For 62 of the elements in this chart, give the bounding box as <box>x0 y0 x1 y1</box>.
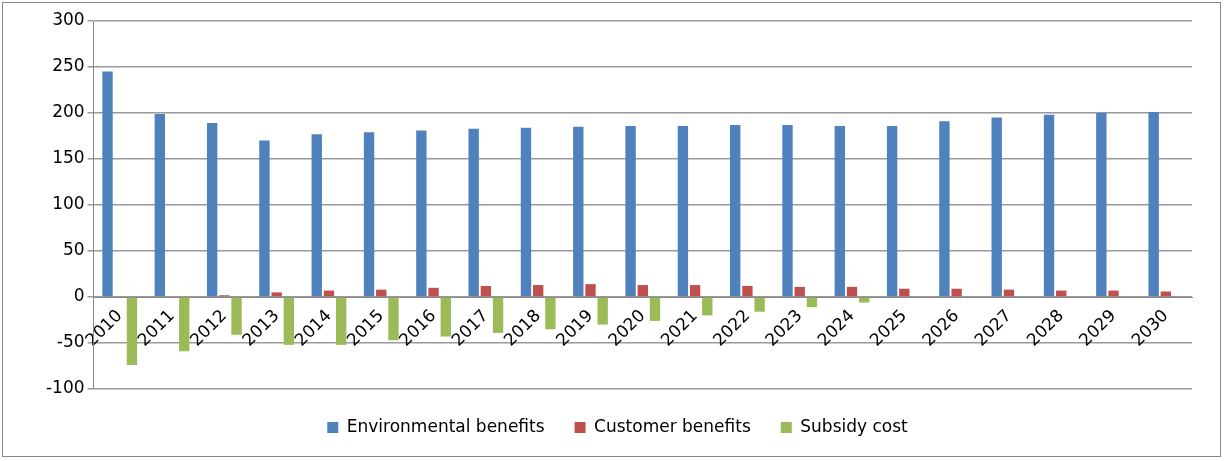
bar <box>480 285 492 297</box>
bar <box>846 286 858 297</box>
y-tick-label: 300 <box>52 9 85 30</box>
bar <box>782 124 793 297</box>
y-tick-label: -100 <box>45 377 85 398</box>
y-tick-label: -50 <box>56 331 85 352</box>
bar <box>677 125 689 297</box>
bar <box>649 297 661 321</box>
bar <box>939 121 950 297</box>
y-tick-label: 0 <box>73 285 85 306</box>
bar <box>492 297 504 333</box>
bar <box>102 71 113 297</box>
bar <box>416 130 427 297</box>
bar <box>597 297 608 325</box>
bar <box>689 285 701 297</box>
bar <box>259 140 270 297</box>
bar <box>388 297 399 341</box>
bar <box>702 297 713 316</box>
bar <box>754 297 765 312</box>
bar <box>311 134 322 297</box>
bar <box>154 113 166 297</box>
bar <box>1148 112 1159 297</box>
bar <box>1108 290 1119 297</box>
bar <box>859 297 870 303</box>
bar <box>532 285 544 297</box>
bar <box>1160 291 1172 297</box>
bar <box>806 297 818 308</box>
bar <box>951 288 962 297</box>
legend-label: Environmental benefits <box>346 415 545 436</box>
bar <box>730 124 741 297</box>
bar <box>126 297 138 366</box>
bar <box>625 125 636 297</box>
bar <box>283 297 295 345</box>
bar <box>1043 114 1055 297</box>
bar <box>794 286 805 297</box>
bar <box>271 292 282 297</box>
bar <box>1096 113 1107 297</box>
y-tick-label: 50 <box>62 239 85 260</box>
y-tick-label: 100 <box>52 193 85 214</box>
bar <box>899 288 910 297</box>
bar <box>520 127 532 297</box>
bar <box>991 117 1002 297</box>
bar <box>886 125 898 297</box>
bar <box>179 297 190 352</box>
y-tick-label: 250 <box>52 55 85 76</box>
bar <box>428 287 439 297</box>
bar <box>834 125 845 297</box>
bar <box>742 285 753 297</box>
bar <box>573 126 584 297</box>
bar <box>585 284 596 297</box>
bar <box>335 297 347 345</box>
bar <box>545 297 556 330</box>
bar <box>231 297 242 335</box>
legend-label: Subsidy cost <box>800 415 909 436</box>
bar <box>363 132 375 297</box>
y-tick-label: 200 <box>52 101 85 122</box>
bar <box>468 128 479 297</box>
bar <box>637 285 648 297</box>
y-tick-label: 150 <box>52 147 85 168</box>
legend-label: Customer benefits <box>594 415 751 436</box>
bar <box>440 297 451 337</box>
bar <box>206 123 218 297</box>
